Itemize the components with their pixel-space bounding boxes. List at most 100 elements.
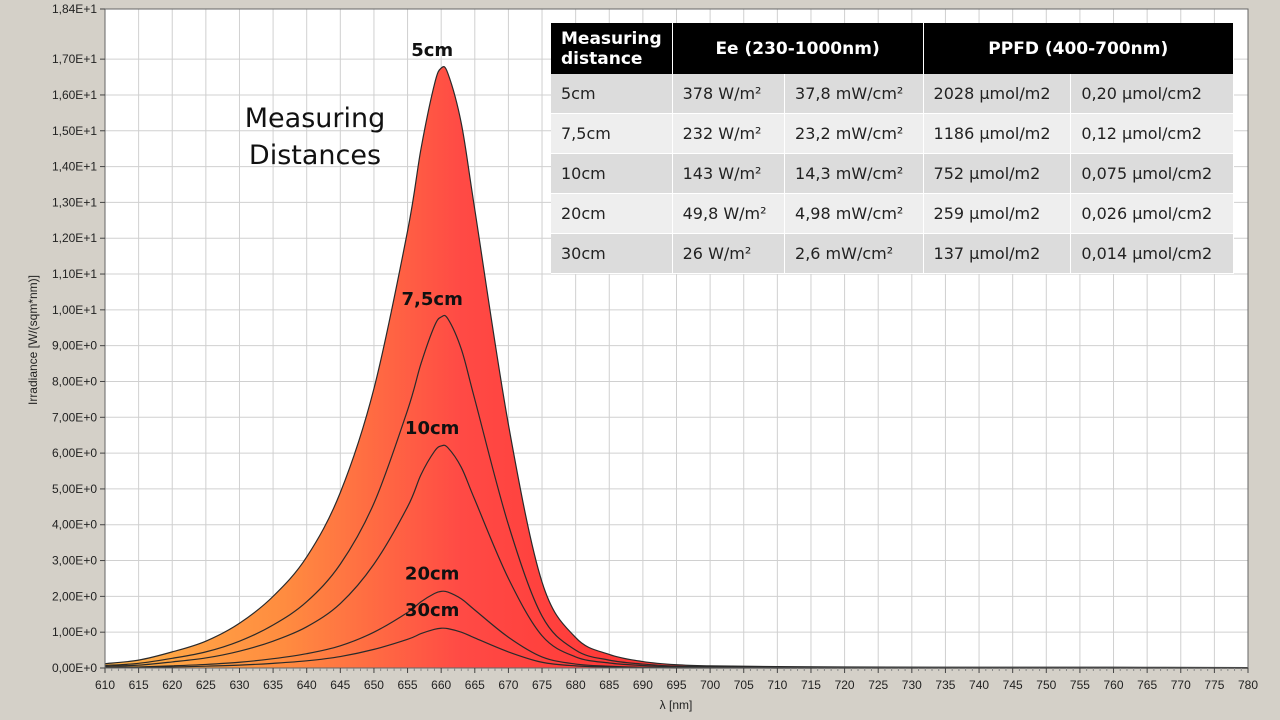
x-tick-label: 710 xyxy=(767,678,787,692)
table-cell: 0,12 µmol/cm2 xyxy=(1070,113,1234,154)
y-tick-label: 9,00E+0 xyxy=(52,339,97,353)
x-tick-label: 730 xyxy=(902,678,922,692)
x-tick-label: 610 xyxy=(95,678,115,692)
x-tick-label: 620 xyxy=(162,678,182,692)
table-cell: 0,026 µmol/cm2 xyxy=(1070,193,1234,234)
y-tick-label: 1,00E+1 xyxy=(52,303,97,317)
x-tick-label: 700 xyxy=(700,678,720,692)
curve-label: 30cm xyxy=(405,600,459,621)
table-cell: 49,8 W/m² xyxy=(672,193,786,234)
x-tick-label: 770 xyxy=(1171,678,1191,692)
y-tick-label: 2,00E+0 xyxy=(52,589,97,603)
table-row: 5cm 378 W/m² 37,8 mW/cm² 2028 µmol/m2 0,20 µ… xyxy=(551,74,1234,114)
table-cell: 2028 µmol/m2 xyxy=(923,74,1072,114)
x-tick-label: 750 xyxy=(1036,678,1056,692)
y-tick-label: 1,40E+1 xyxy=(52,160,97,174)
annotation-line-2: Distances xyxy=(249,140,381,171)
y-tick-label: 5,00E+0 xyxy=(52,482,97,496)
x-tick-label: 775 xyxy=(1204,678,1224,692)
x-tick-label: 650 xyxy=(364,678,384,692)
x-tick-label: 670 xyxy=(498,678,518,692)
x-tick-label: 685 xyxy=(599,678,619,692)
y-tick-label: 1,00E+0 xyxy=(52,625,97,639)
x-tick-label: 705 xyxy=(734,678,754,692)
table-cell: 1186 µmol/m2 xyxy=(923,113,1072,154)
y-axis-title: Irradiance [W/(sqm*nm)] xyxy=(26,275,40,405)
x-tick-label: 615 xyxy=(129,678,149,692)
table-row: 10cm 143 W/m² 14,3 mW/cm² 752 µmol/m2 0,075 … xyxy=(551,153,1234,194)
curve-label: 5cm xyxy=(411,40,453,61)
x-tick-label: 780 xyxy=(1238,678,1258,692)
table-cell: 37,8 mW/cm² xyxy=(784,74,924,114)
table-row: 30cm 26 W/m² 2,6 mW/cm² 137 µmol/m2 0,014 µm… xyxy=(551,233,1234,274)
table-row: 20cm 49,8 W/m² 4,98 mW/cm² 259 µmol/m2 0,026… xyxy=(551,193,1234,234)
table-cell: 143 W/m² xyxy=(672,153,786,194)
x-tick-label: 640 xyxy=(297,678,317,692)
table-cell: 752 µmol/m2 xyxy=(923,153,1072,194)
y-tick-label: 1,60E+1 xyxy=(52,88,97,102)
y-tick-label: 6,00E+0 xyxy=(52,446,97,460)
table-body: 5cm 378 W/m² 37,8 mW/cm² 2028 µmol/m2 0,20 µ… xyxy=(551,74,1234,274)
x-tick-label: 645 xyxy=(330,678,350,692)
series-line-5cm xyxy=(104,65,1249,669)
header-measuring-distance: Measuring distance xyxy=(551,23,673,74)
table-cell: 10cm xyxy=(551,153,673,194)
x-tick-label: 745 xyxy=(1003,678,1023,692)
header-ee: Ee (230-1000nm) xyxy=(672,23,924,74)
table-row: 7,5cm 232 W/m² 23,2 mW/cm² 1186 µmol/m2 0,12… xyxy=(551,113,1234,154)
y-tick-label: 1,70E+1 xyxy=(52,52,97,66)
table-cell: 0,20 µmol/cm2 xyxy=(1070,74,1234,114)
x-tick-label: 755 xyxy=(1070,678,1090,692)
table-cell: 30cm xyxy=(551,233,673,274)
y-tick-label: 1,84E+1 xyxy=(52,2,97,16)
table-cell: 20cm xyxy=(551,193,673,234)
x-tick-label: 680 xyxy=(566,678,586,692)
x-tick-label: 675 xyxy=(532,678,552,692)
table-cell: 232 W/m² xyxy=(672,113,786,154)
y-tick-label: 3,00E+0 xyxy=(52,554,97,568)
table-cell: 0,075 µmol/cm2 xyxy=(1070,153,1234,194)
curve-label: 7,5cm xyxy=(402,289,463,310)
x-tick-label: 725 xyxy=(868,678,888,692)
table-cell: 0,014 µmol/cm2 xyxy=(1070,233,1234,274)
table-cell: 26 W/m² xyxy=(672,233,786,274)
y-tick-label: 7,00E+0 xyxy=(52,410,97,424)
y-tick-label: 0,00E+0 xyxy=(52,661,97,675)
x-tick-label: 660 xyxy=(431,678,451,692)
axes: 610 615 620 625 630 635 640 645 650 655 660 665 670 6… xyxy=(52,2,1258,692)
x-tick-label: 690 xyxy=(633,678,653,692)
table-cell: 259 µmol/m2 xyxy=(923,193,1072,234)
y-tick-label: 1,30E+1 xyxy=(52,195,97,209)
x-tick-label: 665 xyxy=(465,678,485,692)
table-cell: 137 µmol/m2 xyxy=(923,233,1072,274)
table-cell: 4,98 mW/cm² xyxy=(784,193,924,234)
y-tick-label: 8,00E+0 xyxy=(52,374,97,388)
annotation-line-1: Measuring xyxy=(245,103,385,134)
x-tick-label: 720 xyxy=(835,678,855,692)
x-tick-label: 740 xyxy=(969,678,989,692)
table-cell: 2,6 mW/cm² xyxy=(784,233,924,274)
y-tick-label: 4,00E+0 xyxy=(52,518,97,532)
x-tick-label: 765 xyxy=(1137,678,1157,692)
curve-label: 20cm xyxy=(405,563,459,584)
table-cell: 7,5cm xyxy=(551,113,673,154)
series-area-5cm xyxy=(105,66,1248,669)
table-cell: 378 W/m² xyxy=(672,74,786,114)
x-axis-title: λ [nm] xyxy=(660,698,693,712)
x-tick-label: 695 xyxy=(666,678,686,692)
y-tick-label: 1,50E+1 xyxy=(52,124,97,138)
x-tick-label: 655 xyxy=(398,678,418,692)
curve-labels: 5cm 7,5cm 10cm 20cm 30cm xyxy=(402,40,463,621)
curve-label: 10cm xyxy=(405,418,459,439)
x-tick-label: 715 xyxy=(801,678,821,692)
measurement-table: Measuring distance Ee (230-1000nm) PPFD … xyxy=(551,23,1235,274)
table-cell: 23,2 mW/cm² xyxy=(784,113,924,154)
x-tick-label: 625 xyxy=(196,678,216,692)
table-header-row: Measuring distance Ee (230-1000nm) PPFD … xyxy=(551,23,1235,74)
table-cell: 14,3 mW/cm² xyxy=(784,153,924,194)
y-tick-label: 1,10E+1 xyxy=(52,267,97,281)
x-tick-label: 760 xyxy=(1104,678,1124,692)
x-tick-label: 735 xyxy=(935,678,955,692)
x-tick-label: 630 xyxy=(229,678,249,692)
y-tick-label: 1,20E+1 xyxy=(52,231,97,245)
